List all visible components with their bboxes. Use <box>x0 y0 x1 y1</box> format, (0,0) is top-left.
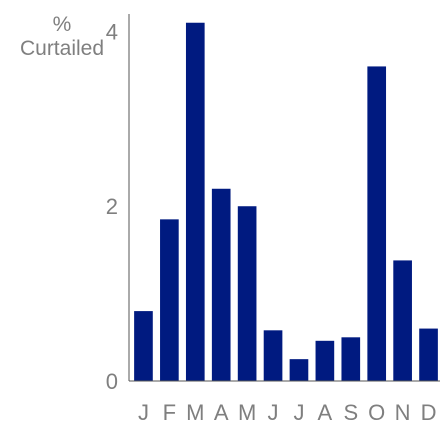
y-tick-label: 2 <box>106 194 118 219</box>
y-axis-title-line-2: Curtailed <box>20 37 104 60</box>
x-tick-label: J <box>268 400 279 425</box>
bar <box>419 328 438 381</box>
x-tick-label: D <box>421 400 437 425</box>
bar <box>367 66 387 381</box>
x-tick-label: M <box>238 400 256 425</box>
bar <box>134 311 153 381</box>
bars <box>134 22 438 381</box>
bar <box>289 359 309 381</box>
bar <box>393 260 412 381</box>
bar <box>315 340 335 381</box>
bar <box>237 206 257 381</box>
y-tick-label: 0 <box>106 369 118 394</box>
x-tick-label: A <box>214 400 229 425</box>
x-tick-label: N <box>395 400 411 425</box>
y-axis-tick-labels: 0 2 4 <box>106 19 118 394</box>
y-axis-title: % Curtailed <box>20 13 104 60</box>
x-tick-label: M <box>186 400 204 425</box>
x-tick-label: F <box>163 400 176 425</box>
x-tick-label: A <box>318 400 333 425</box>
bar <box>211 188 231 381</box>
x-tick-label: O <box>368 400 385 425</box>
bar <box>263 330 283 381</box>
y-axis-title-line-1: % <box>53 13 72 36</box>
bar <box>160 219 179 381</box>
y-tick-label: 4 <box>106 19 118 44</box>
x-tick-label: J <box>293 400 304 425</box>
x-tick-label: S <box>343 400 358 425</box>
x-tick-label: J <box>138 400 149 425</box>
bar <box>185 22 205 381</box>
bar <box>341 337 361 381</box>
